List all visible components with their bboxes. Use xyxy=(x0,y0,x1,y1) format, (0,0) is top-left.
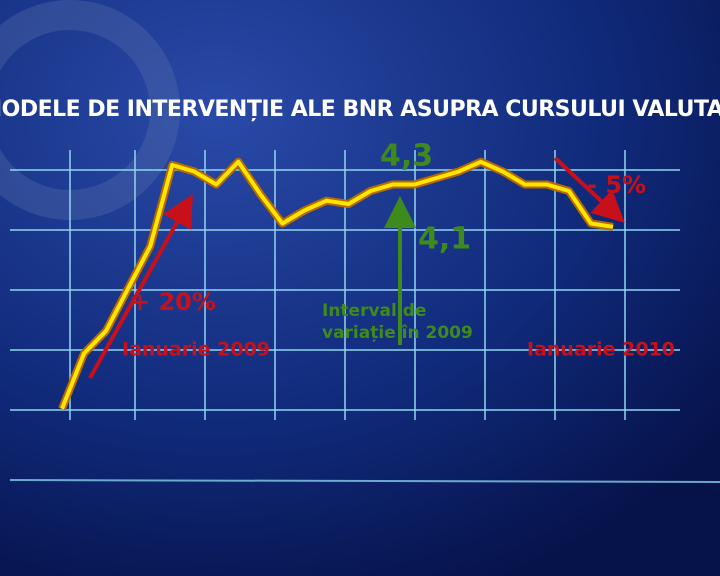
rise-arrow xyxy=(88,194,193,379)
annotation: variație în 2009 xyxy=(322,323,473,343)
annotation: - 5% xyxy=(587,171,646,199)
annotation: Ianuarie 2009 xyxy=(122,339,270,361)
annotation: Ianuarie 2010 xyxy=(527,339,675,361)
fall-arrow xyxy=(553,156,625,223)
annotation: + 20% xyxy=(130,288,216,316)
chart-title: MODELE DE INTERVENȚIE ALE BNR ASUPRA CUR… xyxy=(0,97,720,122)
annotation: 4,1 xyxy=(418,222,471,257)
plot xyxy=(58,157,614,411)
grid xyxy=(9,150,720,483)
annotation: 4,3 xyxy=(380,139,433,174)
annotation: Interval de xyxy=(322,301,426,321)
line xyxy=(60,159,614,410)
